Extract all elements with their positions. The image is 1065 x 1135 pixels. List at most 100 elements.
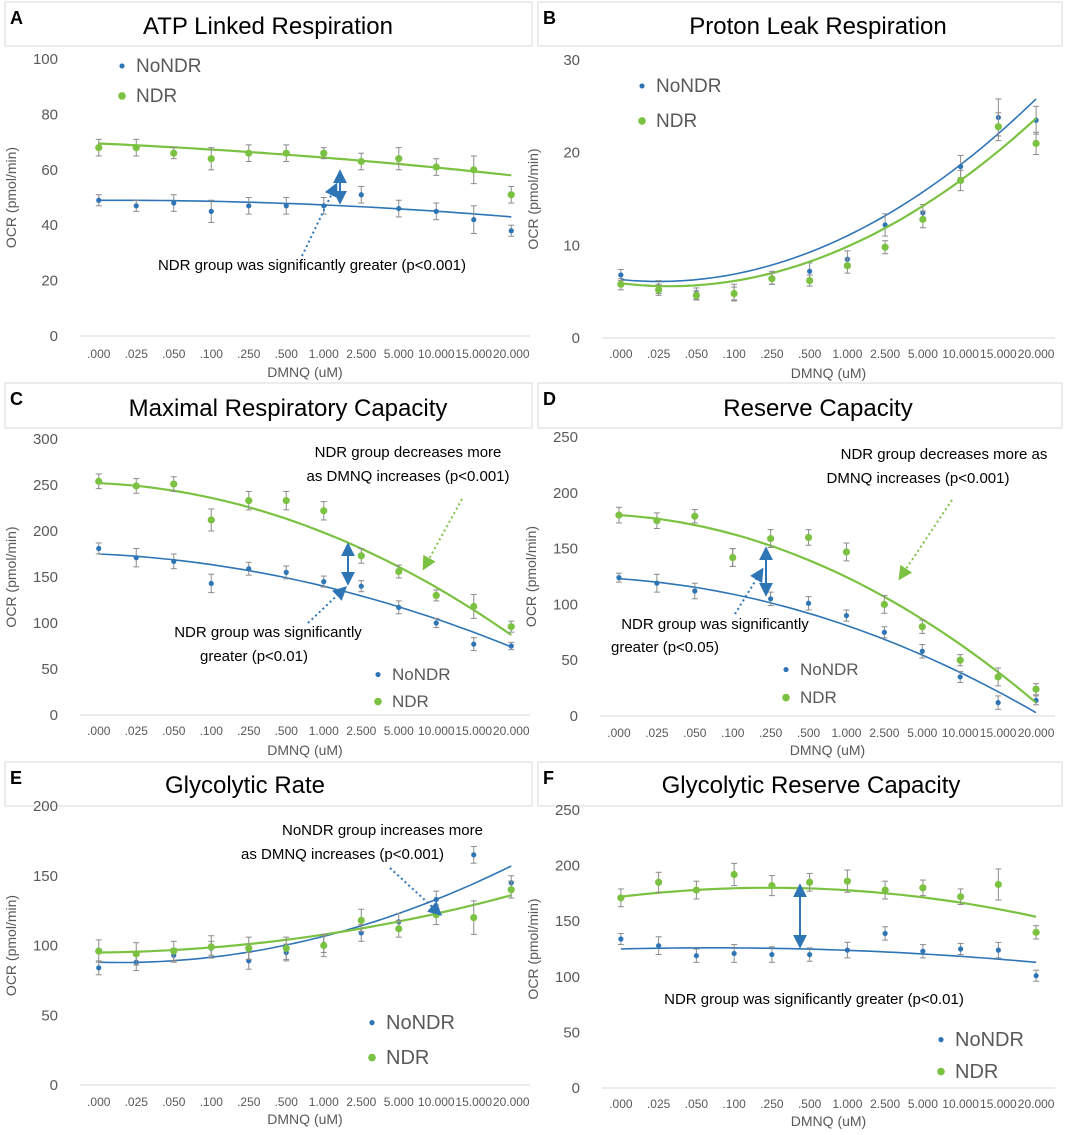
x-tick-label: 2.500 [870, 1097, 900, 1111]
panel-B: Proton Leak Respiration B 0 10 20 30 .000 .025.… [525, 1, 1063, 381]
y-tick-label: 50 [563, 1024, 580, 1041]
annotation-text: DMNQ increases (p<0.001) [827, 470, 1010, 487]
trend-line-NoNDR [98, 865, 512, 964]
y-tick-label: 200 [33, 798, 58, 815]
x-tick-label: .025 [647, 1097, 671, 1111]
x-tick-label: 20.000 [1018, 726, 1055, 740]
data-point-NDR [806, 276, 814, 285]
annotation-text: NDR group decreases more [315, 444, 502, 461]
series-NDR [617, 862, 1040, 940]
series-NoNDR [95, 542, 515, 652]
data-point-NDR [170, 947, 178, 955]
data-point-NDR [881, 243, 889, 251]
x-tick-label: .025 [645, 726, 669, 740]
x-tick-label: .050 [685, 1097, 709, 1111]
x-tick-label: 1.000 [832, 347, 862, 361]
y-tick-label: 20 [41, 273, 58, 290]
data-point-NoNDR [133, 203, 139, 209]
y-tick-label: 0 [572, 330, 580, 347]
data-point-NDR [470, 166, 478, 174]
data-point-NoNDR [433, 620, 439, 626]
series-NDR [617, 112, 1040, 301]
x-tick-label: .250 [759, 726, 783, 740]
data-point-NoNDR [692, 588, 698, 594]
legend-label-NoNDR: NoNDR [955, 1029, 1024, 1051]
panel-D-title: Reserve Capacity [723, 395, 912, 422]
data-point-NDR [95, 947, 103, 955]
x-axis-label: DMNQ (uM) [790, 742, 865, 758]
data-point-NDR [507, 623, 515, 631]
x-tick-label: .100 [722, 347, 746, 361]
y-tick-label: 0 [572, 1080, 580, 1097]
data-point-NoNDR [1033, 973, 1039, 979]
x-tick-label: .000 [87, 1095, 111, 1109]
x-tick-label: .500 [275, 724, 299, 738]
legend-label-NDR: NDR [656, 111, 697, 132]
data-point-NoNDR [995, 947, 1001, 953]
annotation-text: NDR group was significantly [174, 624, 362, 641]
x-tick-label: 5.000 [384, 724, 414, 738]
x-tick-label: .100 [200, 347, 224, 361]
x-tick-label: .100 [722, 1097, 746, 1111]
trend-line-NDR [620, 886, 1037, 918]
data-point-NDR [692, 886, 700, 894]
annotation-arrow [734, 567, 764, 615]
data-point-NoNDR [133, 555, 139, 561]
panel-F-title: Glycolytic Reserve Capacity [662, 772, 961, 799]
data-point-NoNDR [96, 965, 102, 971]
data-point-NDR [729, 553, 737, 562]
legend-label-NoNDR: NoNDR [800, 660, 859, 679]
panel-E-title-box [4, 761, 533, 807]
x-tick-label: .050 [685, 347, 709, 361]
x-tick-label: 20.000 [1018, 1097, 1055, 1111]
x-tick-label: .025 [125, 347, 149, 361]
data-point-NDR [730, 870, 738, 879]
data-point-NoNDR [358, 192, 364, 198]
panel-E: Glycolytic Rate E 0 50 100 150 200 .000 .025 .050… [3, 761, 533, 1127]
data-point-NDR [957, 176, 965, 185]
annotation-text: as DMNQ increases (p<0.001) [307, 468, 510, 485]
annotation-text: NoNDR group increases more [282, 822, 483, 839]
data-point-NDR [881, 886, 889, 894]
y-tick-label: 300 [33, 431, 58, 448]
x-tick-label: 5.000 [908, 1097, 938, 1111]
legend-label-NDR: NDR [386, 1047, 429, 1069]
y-tick-label: 250 [33, 477, 58, 494]
data-point-NDR [691, 512, 699, 520]
x-tick-label: .500 [797, 726, 821, 740]
y-tick-label: 100 [33, 51, 58, 68]
y-tick-label: 50 [41, 1007, 58, 1024]
x-tick-label: 10.000 [418, 724, 455, 738]
trend-line-NoNDR [98, 199, 512, 218]
x-axis-label: DMNQ (uM) [267, 364, 342, 380]
panel-C-title: Maximal Respiratory Capacity [129, 395, 448, 422]
data-point-NoNDR [957, 674, 963, 680]
panel-F: Glycolytic Reserve Capacity F 0 50 100 150 200… [525, 761, 1063, 1129]
x-tick-label: .250 [237, 1095, 261, 1109]
x-axis-label: DMNQ (uM) [791, 1113, 866, 1129]
data-point-NDR [395, 567, 403, 576]
x-tick-label: .250 [237, 724, 261, 738]
data-point-NoNDR [958, 946, 964, 952]
data-point-NoNDR [246, 566, 252, 572]
y-axis-label: OCR (pmol/min) [525, 898, 541, 999]
panel-C-title-box [4, 382, 533, 429]
data-point-NoNDR [958, 163, 964, 170]
legend-label-NoNDR: NoNDR [136, 56, 201, 77]
series-NDR [95, 473, 515, 636]
panel-F-letter: F [543, 768, 554, 788]
annotation-arrow [389, 867, 443, 916]
annotation-arrow [301, 182, 338, 257]
y-tick-label: 80 [41, 106, 58, 123]
data-point-NDR [507, 886, 515, 894]
x-tick-label: 10.000 [942, 1097, 979, 1111]
data-point-NDR [806, 878, 814, 886]
x-tick-label: 1.000 [831, 726, 861, 740]
trend-line-NDR [98, 142, 512, 177]
data-point-NoNDR [995, 700, 1001, 706]
x-tick-label: .000 [87, 724, 111, 738]
y-tick-label: 0 [50, 1077, 58, 1094]
x-tick-label: 2.500 [870, 347, 900, 361]
data-point-NDR [357, 552, 365, 560]
data-point-NDR [957, 893, 965, 901]
